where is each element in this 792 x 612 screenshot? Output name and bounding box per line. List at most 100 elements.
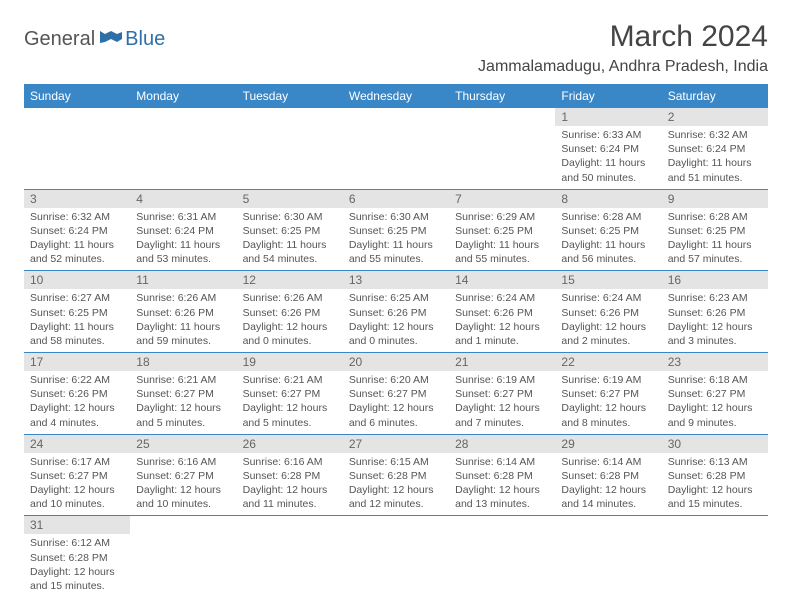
day-cell: 24Sunrise: 6:17 AMSunset: 6:27 PMDayligh… (24, 434, 130, 516)
day-header: Tuesday (237, 84, 343, 108)
detail-line: Sunset: 6:25 PM (668, 224, 762, 238)
detail-line: Sunset: 6:26 PM (561, 306, 655, 320)
detail-line: Sunset: 6:25 PM (349, 224, 443, 238)
day-details: Sunrise: 6:14 AMSunset: 6:28 PMDaylight:… (555, 453, 661, 516)
week-row: 17Sunrise: 6:22 AMSunset: 6:26 PMDayligh… (24, 353, 768, 435)
detail-line: and 5 minutes. (243, 416, 337, 430)
week-row: 3Sunrise: 6:32 AMSunset: 6:24 PMDaylight… (24, 189, 768, 271)
detail-line: Sunset: 6:26 PM (136, 306, 230, 320)
detail-line: Sunset: 6:28 PM (243, 469, 337, 483)
day-number: 17 (24, 353, 130, 371)
detail-line: and 13 minutes. (455, 497, 549, 511)
day-number: 6 (343, 190, 449, 208)
day-details: Sunrise: 6:18 AMSunset: 6:27 PMDaylight:… (662, 371, 768, 434)
detail-line: Sunset: 6:26 PM (349, 306, 443, 320)
day-cell: 29Sunrise: 6:14 AMSunset: 6:28 PMDayligh… (555, 434, 661, 516)
detail-line: Sunrise: 6:32 AM (668, 128, 762, 142)
detail-line: and 0 minutes. (243, 334, 337, 348)
day-cell (343, 108, 449, 189)
week-row: 1Sunrise: 6:33 AMSunset: 6:24 PMDaylight… (24, 108, 768, 189)
day-cell: 10Sunrise: 6:27 AMSunset: 6:25 PMDayligh… (24, 271, 130, 353)
detail-line: Sunrise: 6:30 AM (243, 210, 337, 224)
detail-line: and 14 minutes. (561, 497, 655, 511)
detail-line: and 1 minute. (455, 334, 549, 348)
day-number: 11 (130, 271, 236, 289)
day-number: 26 (237, 435, 343, 453)
day-number: 19 (237, 353, 343, 371)
detail-line: Sunrise: 6:21 AM (243, 373, 337, 387)
day-number: 16 (662, 271, 768, 289)
detail-line: Daylight: 11 hours (561, 238, 655, 252)
day-number: 30 (662, 435, 768, 453)
day-cell: 27Sunrise: 6:15 AMSunset: 6:28 PMDayligh… (343, 434, 449, 516)
day-cell: 17Sunrise: 6:22 AMSunset: 6:26 PMDayligh… (24, 353, 130, 435)
day-details: Sunrise: 6:25 AMSunset: 6:26 PMDaylight:… (343, 289, 449, 352)
day-cell: 23Sunrise: 6:18 AMSunset: 6:27 PMDayligh… (662, 353, 768, 435)
day-number: 24 (24, 435, 130, 453)
detail-line: Sunrise: 6:27 AM (30, 291, 124, 305)
day-cell (130, 516, 236, 597)
detail-line: Daylight: 12 hours (349, 401, 443, 415)
detail-line: Daylight: 11 hours (668, 156, 762, 170)
day-cell: 4Sunrise: 6:31 AMSunset: 6:24 PMDaylight… (130, 189, 236, 271)
detail-line: Sunrise: 6:29 AM (455, 210, 549, 224)
detail-line: Daylight: 11 hours (455, 238, 549, 252)
day-cell: 31Sunrise: 6:12 AMSunset: 6:28 PMDayligh… (24, 516, 130, 597)
logo-text-general: General (24, 28, 95, 51)
day-details: Sunrise: 6:22 AMSunset: 6:26 PMDaylight:… (24, 371, 130, 434)
detail-line: Daylight: 12 hours (349, 483, 443, 497)
detail-line: Sunset: 6:26 PM (668, 306, 762, 320)
day-number: 25 (130, 435, 236, 453)
detail-line: Sunrise: 6:19 AM (455, 373, 549, 387)
detail-line: and 5 minutes. (136, 416, 230, 430)
detail-line: and 2 minutes. (561, 334, 655, 348)
day-cell: 5Sunrise: 6:30 AMSunset: 6:25 PMDaylight… (237, 189, 343, 271)
detail-line: and 54 minutes. (243, 252, 337, 266)
day-details: Sunrise: 6:16 AMSunset: 6:28 PMDaylight:… (237, 453, 343, 516)
day-cell: 6Sunrise: 6:30 AMSunset: 6:25 PMDaylight… (343, 189, 449, 271)
detail-line: Daylight: 11 hours (349, 238, 443, 252)
detail-line: Sunrise: 6:17 AM (30, 455, 124, 469)
day-details: Sunrise: 6:30 AMSunset: 6:25 PMDaylight:… (343, 208, 449, 271)
detail-line: Sunset: 6:28 PM (561, 469, 655, 483)
day-cell (24, 108, 130, 189)
detail-line: Daylight: 12 hours (30, 565, 124, 579)
detail-line: Sunrise: 6:31 AM (136, 210, 230, 224)
day-cell (449, 516, 555, 597)
title-block: March 2024 Jammalamadugu, Andhra Pradesh… (478, 20, 768, 76)
detail-line: Sunrise: 6:19 AM (561, 373, 655, 387)
detail-line: and 6 minutes. (349, 416, 443, 430)
detail-line: Sunset: 6:24 PM (136, 224, 230, 238)
detail-line: Sunrise: 6:15 AM (349, 455, 443, 469)
day-number: 14 (449, 271, 555, 289)
detail-line: Sunrise: 6:28 AM (561, 210, 655, 224)
day-number: 28 (449, 435, 555, 453)
day-number: 31 (24, 516, 130, 534)
detail-line: Sunrise: 6:26 AM (136, 291, 230, 305)
day-details: Sunrise: 6:19 AMSunset: 6:27 PMDaylight:… (449, 371, 555, 434)
detail-line: and 57 minutes. (668, 252, 762, 266)
detail-line: Sunset: 6:27 PM (243, 387, 337, 401)
detail-line: and 9 minutes. (668, 416, 762, 430)
day-cell: 16Sunrise: 6:23 AMSunset: 6:26 PMDayligh… (662, 271, 768, 353)
day-details: Sunrise: 6:28 AMSunset: 6:25 PMDaylight:… (662, 208, 768, 271)
day-cell: 20Sunrise: 6:20 AMSunset: 6:27 PMDayligh… (343, 353, 449, 435)
day-header: Monday (130, 84, 236, 108)
day-number: 10 (24, 271, 130, 289)
detail-line: and 12 minutes. (349, 497, 443, 511)
day-number: 12 (237, 271, 343, 289)
detail-line: Sunset: 6:27 PM (668, 387, 762, 401)
detail-line: Daylight: 12 hours (30, 401, 124, 415)
detail-line: Daylight: 11 hours (30, 320, 124, 334)
day-number: 5 (237, 190, 343, 208)
detail-line: and 0 minutes. (349, 334, 443, 348)
day-cell: 18Sunrise: 6:21 AMSunset: 6:27 PMDayligh… (130, 353, 236, 435)
day-cell: 14Sunrise: 6:24 AMSunset: 6:26 PMDayligh… (449, 271, 555, 353)
day-details: Sunrise: 6:31 AMSunset: 6:24 PMDaylight:… (130, 208, 236, 271)
day-details: Sunrise: 6:20 AMSunset: 6:27 PMDaylight:… (343, 371, 449, 434)
detail-line: Sunset: 6:24 PM (30, 224, 124, 238)
day-details: Sunrise: 6:23 AMSunset: 6:26 PMDaylight:… (662, 289, 768, 352)
detail-line: Daylight: 12 hours (136, 401, 230, 415)
detail-line: and 10 minutes. (136, 497, 230, 511)
detail-line: Sunrise: 6:16 AM (243, 455, 337, 469)
